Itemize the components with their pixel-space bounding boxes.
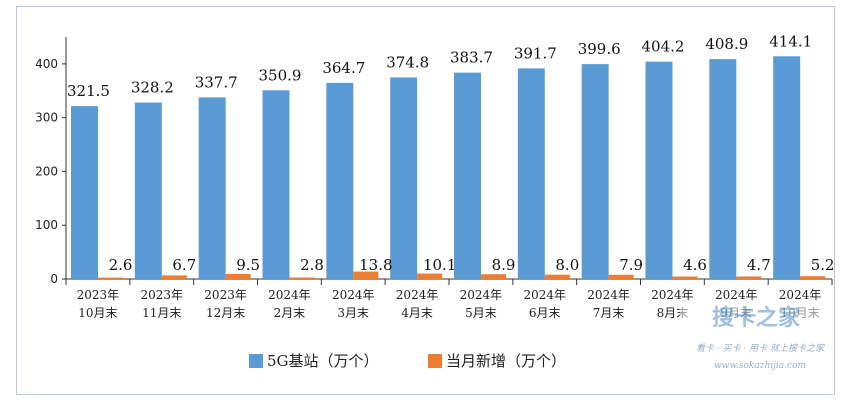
data-label-5g-base-stations: 337.7 [195,73,238,91]
bar-5g-base-stations [709,59,737,280]
bar-5g-base-stations [773,56,801,280]
bar-monthly-new [736,276,762,279]
y-tick-label: 400 [35,57,58,71]
bar-monthly-new [672,276,698,279]
data-label-monthly-new: 2.8 [300,256,324,274]
x-tick-label-month: 6月末 [529,306,561,320]
x-tick-label-year: 2024年 [779,288,822,302]
bar-5g-base-stations [262,90,290,279]
data-label-monthly-new: 10.1 [423,256,456,274]
x-tick-label-month: 10月末 [78,306,117,320]
bar-5g-base-stations [645,61,673,280]
data-label-5g-base-stations: 404.2 [642,38,685,56]
data-label-5g-base-stations: 350.9 [259,66,302,84]
data-label-5g-base-stations: 321.5 [67,82,110,100]
x-tick-label-year: 2023年 [140,288,183,302]
legend-swatch [428,354,442,368]
data-label-5g-base-stations: 414.1 [769,32,812,50]
data-label-5g-base-stations: 383.7 [450,49,493,67]
legend: 5G基站（万个） 当月新增（万个） [249,352,566,370]
x-tick-label-month: 12月末 [206,306,245,320]
data-label-monthly-new: 5.2 [811,256,835,274]
bar-5g-base-stations [390,77,418,279]
x-tick-label-year: 2024年 [651,288,694,302]
data-label-monthly-new: 4.6 [683,256,707,274]
bar-monthly-new [98,277,123,279]
legend-entry: 5G基站（万个） [267,352,379,370]
bar-5g-base-stations [326,82,354,280]
x-tick-label-year: 2024年 [523,288,566,302]
legend-entry: 当月新增（万个） [446,352,566,370]
data-label-monthly-new: 9.5 [236,256,260,274]
x-tick-label-month: 11月末 [142,306,181,320]
data-label-monthly-new: 2.6 [109,256,133,274]
data-label-5g-base-stations: 364.7 [322,59,365,77]
y-tick-label: 200 [35,164,58,178]
bar-monthly-new [353,271,379,279]
watermark-brand: 搜卡之家 [712,305,801,331]
x-tick-label-month: 4月末 [401,306,433,320]
x-tick-label-year: 2024年 [332,288,375,302]
x-tick-label-month: 2月末 [274,306,306,320]
bar-5g-base-stations [454,72,481,279]
bar-monthly-new [608,274,634,279]
x-tick-label-year: 2024年 [715,288,758,302]
bar-monthly-new [225,273,251,279]
data-label-5g-base-stations: 408.9 [705,35,748,53]
bar-monthly-new [800,276,826,279]
data-label-5g-base-stations: 328.2 [131,79,174,97]
x-tick-label-month: 5月末 [465,306,497,320]
y-tick-label: 300 [35,111,58,125]
bar-monthly-new [289,277,315,279]
bar-monthly-new [544,274,570,279]
watermark-slogan: 看卡 · 买卡 · 用卡 就上搜卡之家 [696,343,825,354]
x-tick-label-year: 2024年 [587,288,630,302]
data-label-monthly-new: 7.9 [619,256,643,274]
bar-5g-base-stations [198,97,226,279]
data-label-monthly-new: 4.7 [747,256,771,274]
data-labels: 321.5 2.6 328.2 6.7 337.7 9.5 350.9 2.8 364.7 13.… [67,32,835,274]
watermark: 搜卡之家 看卡 · 买卡 · 用卡 就上搜卡之家 www.sokazhijia.… [680,300,830,371]
x-tick-label-year: 2024年 [460,288,503,302]
data-label-5g-base-stations: 391.7 [514,44,557,62]
x-tick-label-year: 2023年 [204,288,247,302]
legend-swatch [249,354,263,368]
x-tick-label-month: 7月末 [593,306,625,320]
bar-5g-base-stations [517,68,545,279]
watermark-url: www.sokazhijia.com [714,361,806,371]
data-label-monthly-new: 8.9 [492,256,516,274]
y-tick-label: 100 [35,218,58,232]
data-label-monthly-new: 8.0 [555,256,579,274]
data-label-monthly-new: 6.7 [172,256,196,274]
x-tick-label-year: 2024年 [396,288,439,302]
bars [71,56,826,280]
bar-monthly-new [417,273,443,279]
x-tick-label-year: 2023年 [77,288,120,302]
y-tick-label: 0 [50,272,58,286]
data-label-monthly-new: 13.8 [359,256,392,274]
bar-5g-base-stations [71,106,98,279]
bar-monthly-new [161,275,187,279]
bar-monthly-new [481,274,506,279]
watermark-backdrop [680,300,830,332]
bar-5g-base-stations [581,64,609,279]
data-label-5g-base-stations: 374.8 [386,53,429,71]
bar-5g-base-stations [134,102,162,279]
x-tick-label-month: 3月末 [337,306,369,320]
data-label-5g-base-stations: 399.6 [578,40,621,58]
x-tick-label-year: 2024年 [268,288,311,302]
